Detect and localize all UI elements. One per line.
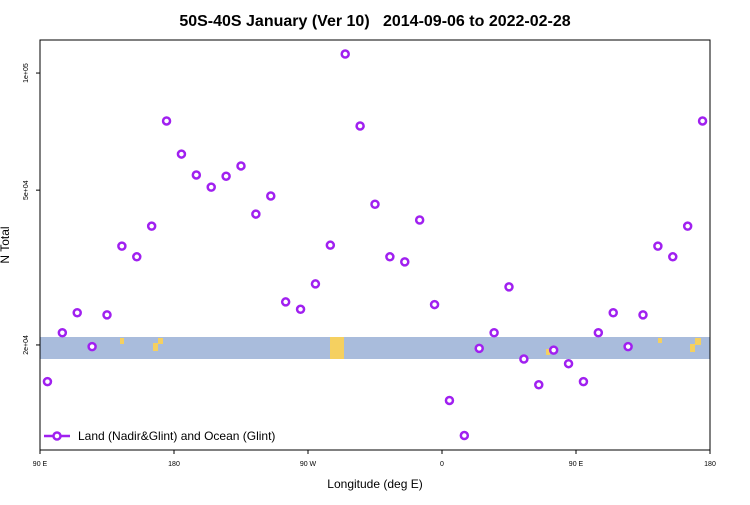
point [593,327,604,338]
point [519,354,529,364]
point [638,310,648,320]
y-tick-label: 2e+04 [23,335,30,355]
point [682,221,693,231]
point [548,345,559,355]
point [370,199,380,209]
point [176,149,187,159]
point [429,299,440,310]
point [280,297,291,307]
point [400,257,410,267]
point [578,376,589,387]
point [251,209,261,219]
chart-title: 50S-40S January (Ver 10) 2014-09-06 to 2… [179,13,570,30]
x-tick-label: 90 E [33,461,48,468]
point [236,161,246,171]
x-axis-label: Longitude (deg E) [327,477,422,491]
point [42,376,53,387]
point [191,170,202,180]
y-tick-label: 5e+04 [23,180,30,200]
point [161,116,172,126]
y-tick-label: 1e+05 [23,63,30,83]
point [57,327,68,338]
point [444,395,455,406]
point [132,252,142,262]
x-tick-label: 90 W [300,461,317,468]
ocean-band [40,337,710,359]
point [355,121,365,131]
point [146,221,157,231]
x-tick-label: 180 [704,461,716,468]
point [385,252,395,262]
point [310,279,321,289]
point [668,252,678,262]
point [534,380,544,390]
point [697,116,708,126]
point [653,241,663,251]
x-tick-label: 90 E [569,461,584,468]
point [459,430,470,441]
point [563,358,574,369]
x-tick-label: 0 [440,461,444,468]
point [102,310,112,320]
point [414,215,425,225]
point [325,240,336,250]
point [295,304,306,315]
legend-marker [52,431,62,441]
point [623,341,633,352]
y-axis-label: N Total [0,226,12,263]
plot-frame [39,39,711,451]
point [206,182,216,192]
legend-label: Land (Nadir&Glint) and Ocean (Glint) [78,429,275,443]
x-tick-label: 180 [168,461,180,468]
point [608,307,618,318]
point [504,282,514,292]
land-patches [120,337,701,359]
point [87,341,97,352]
point [117,241,127,251]
point [72,307,82,318]
point [266,191,276,201]
point [489,327,499,338]
point [221,171,231,181]
point [340,49,350,59]
point [474,343,484,354]
